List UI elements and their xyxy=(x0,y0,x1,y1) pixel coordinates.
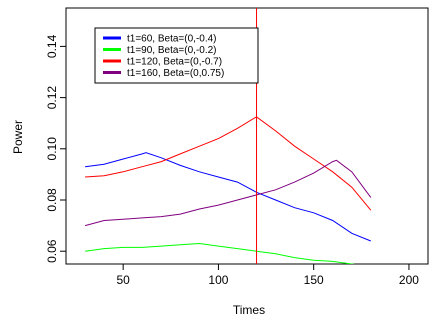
y-tick-label: 0.10 xyxy=(45,137,59,161)
series-line-2 xyxy=(85,242,356,264)
plot-frame xyxy=(65,7,429,265)
y-axis-title: Power xyxy=(11,120,25,154)
legend-label: t1=90, Beta=(0,-0.2) xyxy=(127,45,217,56)
x-tick-label: 100 xyxy=(208,273,228,287)
x-tick-label: 200 xyxy=(399,273,419,287)
y-tick-label: 0.14 xyxy=(45,34,59,58)
legend-box xyxy=(94,27,259,84)
legend-label: t1=120, Beta=(0,-0.7) xyxy=(127,57,222,68)
series-line-1 xyxy=(85,152,371,242)
legend-label: t1=60, Beta=(0,-0.4) xyxy=(127,34,217,45)
series-line-3 xyxy=(85,116,372,211)
x-tick-label: 150 xyxy=(304,273,324,287)
y-tick-label: 0.12 xyxy=(45,86,59,110)
x-axis-title: Times xyxy=(233,303,265,317)
series-line-4 xyxy=(84,159,372,227)
y-tick-label: 0.08 xyxy=(45,188,59,212)
y-tick-label: 0.06 xyxy=(45,239,59,263)
legend-label: t1=160, Beta=(0,0.75) xyxy=(127,68,224,79)
x-tick-label: 50 xyxy=(116,273,130,287)
